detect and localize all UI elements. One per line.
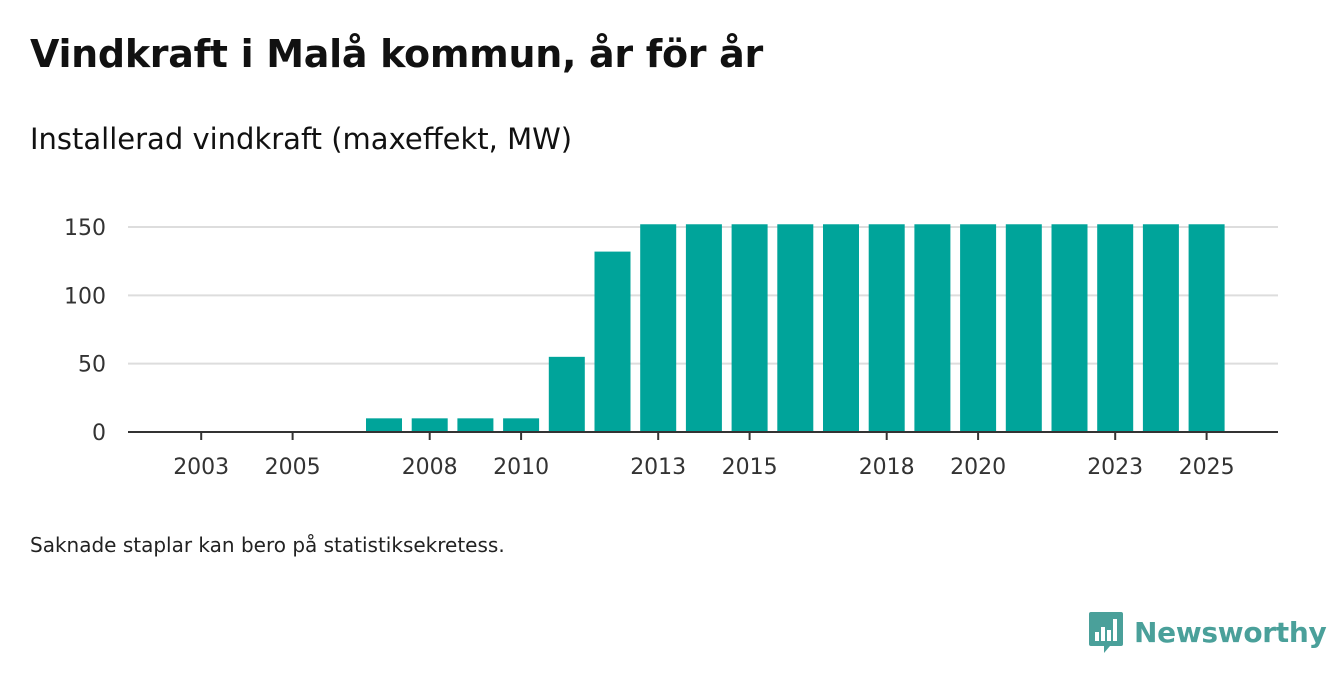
bar-2012 xyxy=(594,251,631,432)
bar-2015 xyxy=(731,224,768,432)
bar-2013 xyxy=(640,224,677,432)
bar-chart-speech-bubble-icon xyxy=(1089,612,1123,653)
bars xyxy=(366,224,1225,432)
brand-name: Newsworthy xyxy=(1134,615,1327,649)
bar-2007 xyxy=(366,418,402,432)
x-tick-label: 2020 xyxy=(950,455,1006,480)
x-tick-label: 2018 xyxy=(859,455,915,480)
bar-2020 xyxy=(960,224,997,432)
x-tick-label: 2023 xyxy=(1087,455,1143,480)
bar-2022 xyxy=(1051,224,1088,432)
y-tick-label: 0 xyxy=(92,421,106,446)
x-tick-label: 2010 xyxy=(493,455,549,480)
x-tick-label: 2005 xyxy=(265,455,321,480)
footnote: Saknade staplar kan bero på statistiksek… xyxy=(30,533,505,557)
y-tick-label: 50 xyxy=(78,353,106,378)
x-tick-label: 2008 xyxy=(402,455,458,480)
bar-2016 xyxy=(777,224,814,432)
x-tick-label: 2015 xyxy=(722,455,778,480)
x-tick-label: 2025 xyxy=(1179,455,1235,480)
bar-2008 xyxy=(411,418,448,432)
bar-2024 xyxy=(1142,224,1179,432)
bar-2025 xyxy=(1188,224,1225,432)
bar-2019 xyxy=(914,224,951,432)
newsworthy-logo: Newsworthy xyxy=(1088,610,1327,654)
bar-2018 xyxy=(868,224,905,432)
x-tick-label: 2013 xyxy=(630,455,686,480)
y-tick-label: 100 xyxy=(64,284,106,309)
bar-2010 xyxy=(503,418,540,432)
x-tick-label: 2003 xyxy=(173,455,229,480)
y-axis-ticks: 0 50 100 150 xyxy=(64,216,106,446)
chart-title: Vindkraft i Malå kommun, år för år xyxy=(30,32,763,76)
y-tick-label: 150 xyxy=(64,216,106,241)
bar-2023 xyxy=(1097,224,1134,432)
bar-2014 xyxy=(685,224,722,432)
chart-subtitle: Installerad vindkraft (maxeffekt, MW) xyxy=(30,122,573,156)
bar-2011 xyxy=(548,356,585,432)
bar-2009 xyxy=(457,418,494,432)
x-axis-ticks: 2003 2005 2008 2010 2013 2015 2018 2020 2023 2025 xyxy=(173,432,1235,480)
bar-2021 xyxy=(1005,224,1042,432)
bar-2017 xyxy=(823,224,859,432)
